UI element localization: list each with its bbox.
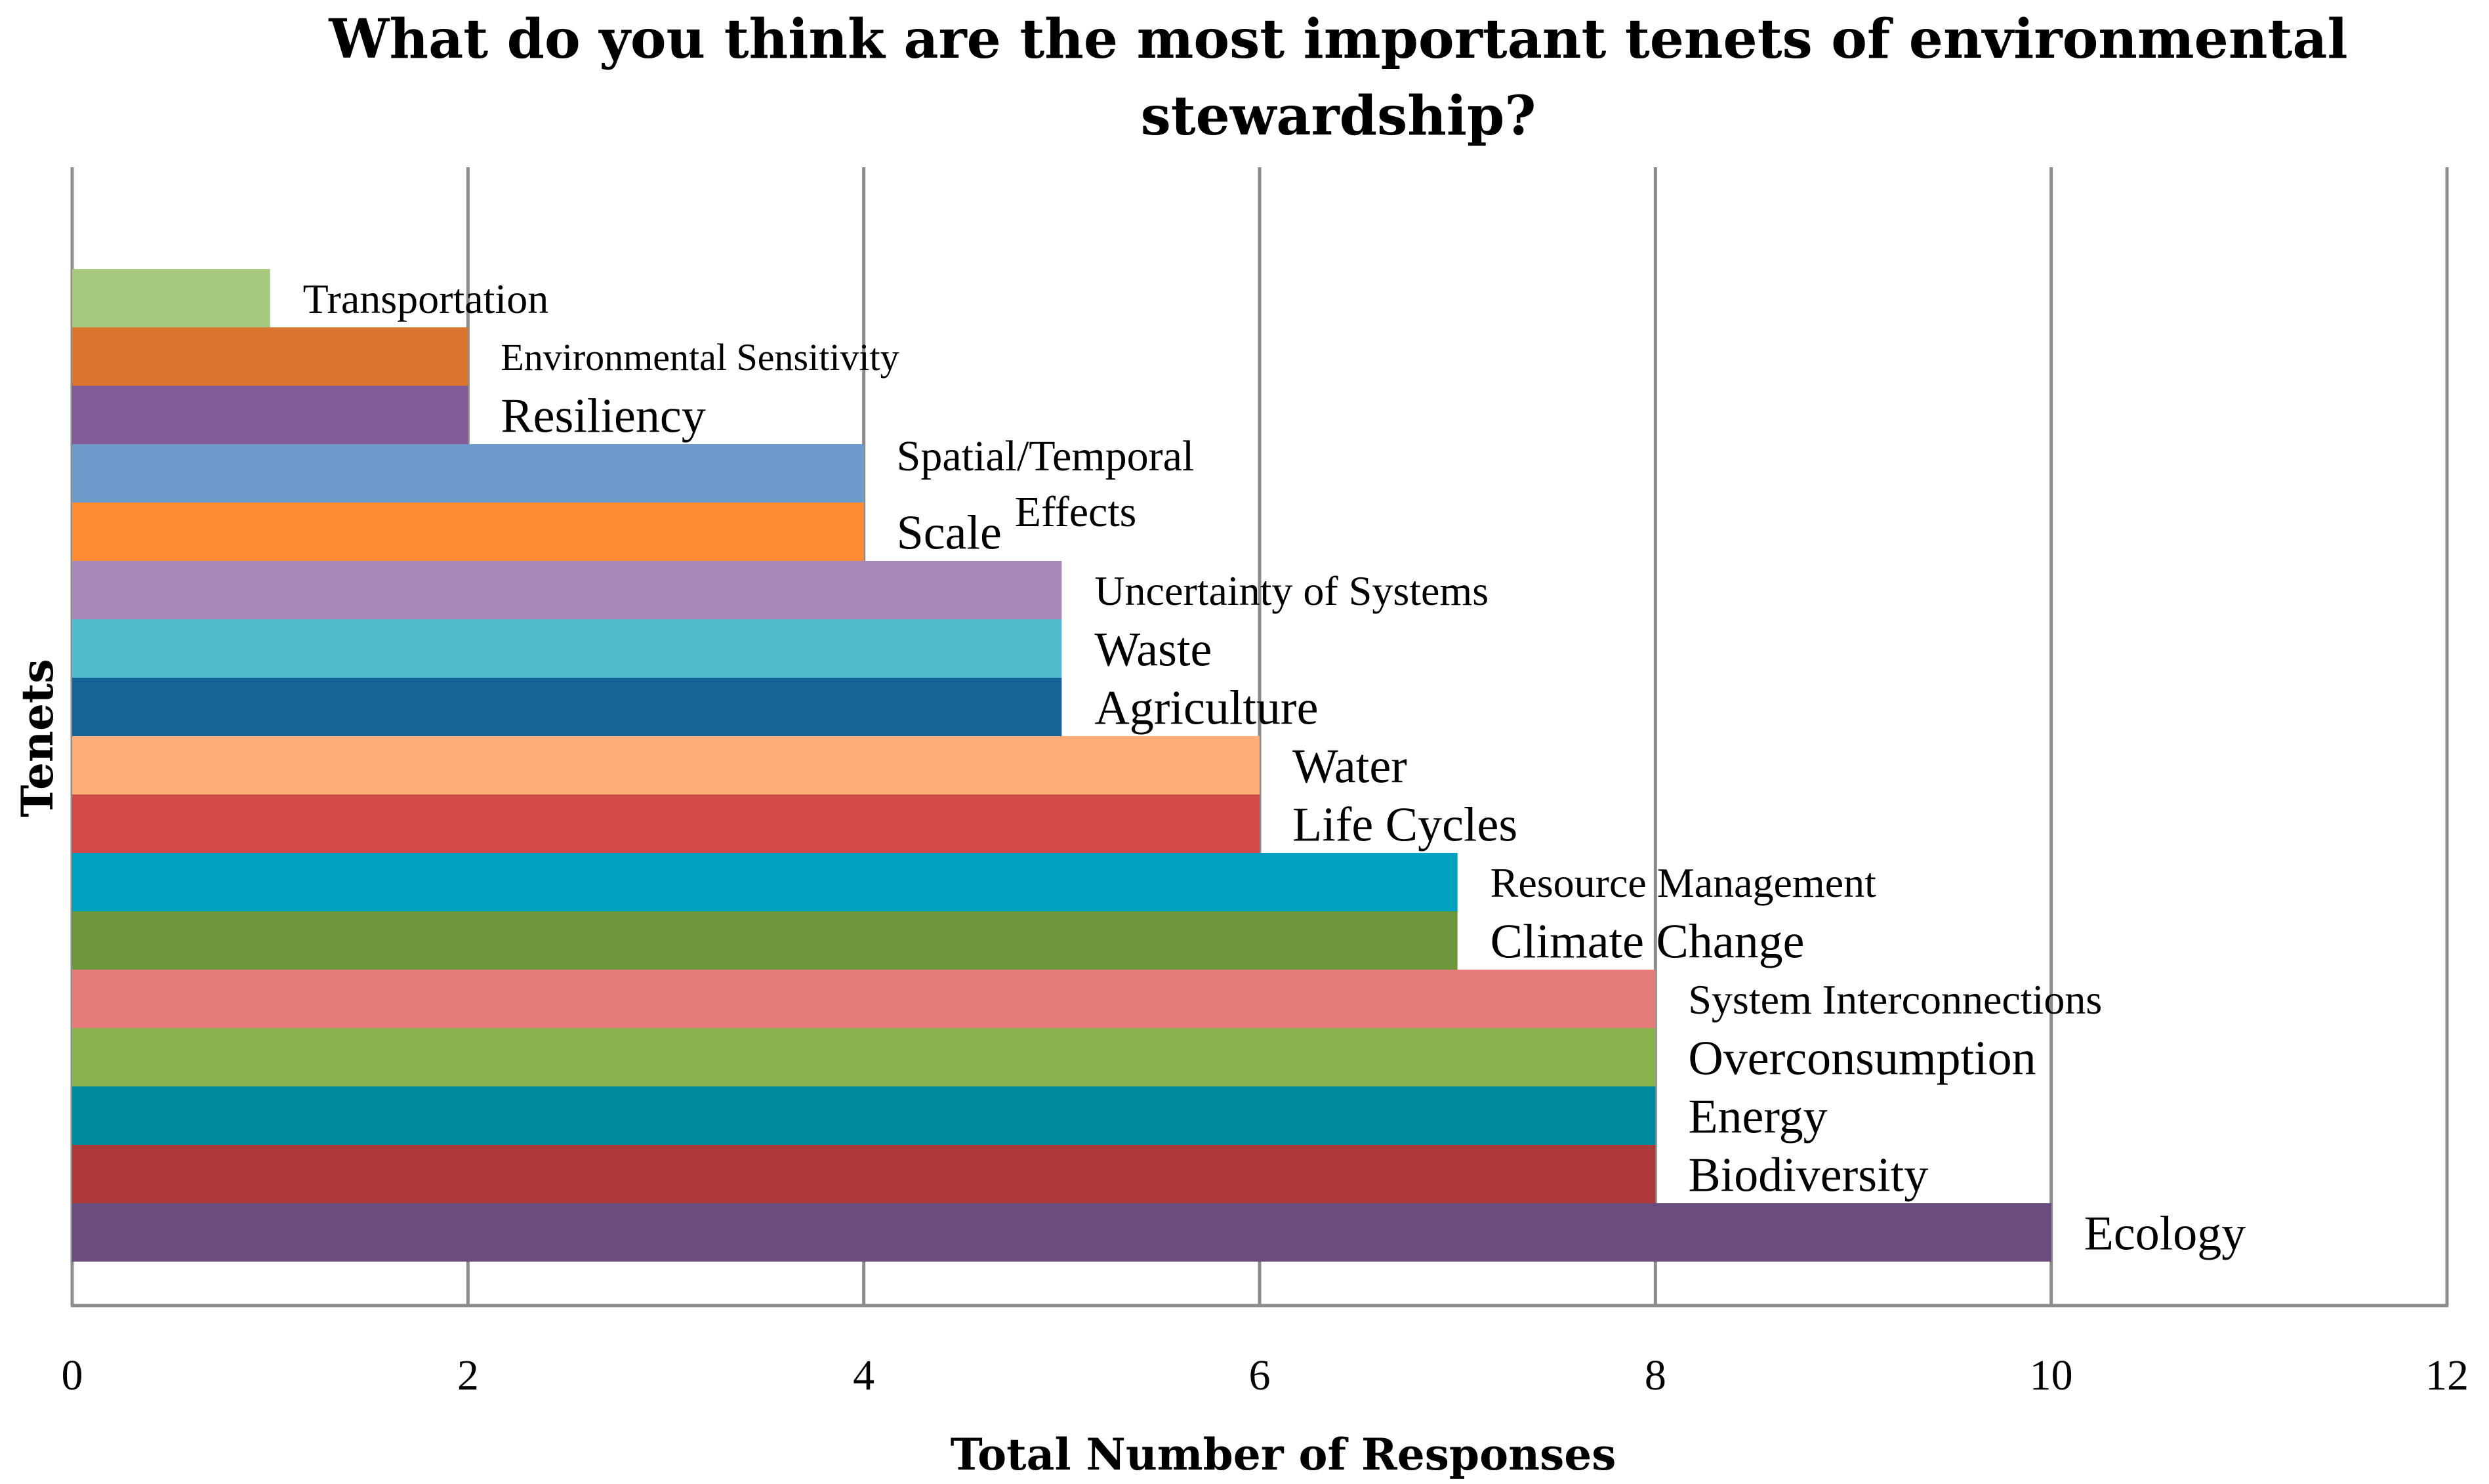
x-tick-label: 8 (1645, 1351, 1666, 1399)
bar-label: System Interconnections (1688, 976, 2102, 1023)
bar-label: Agriculture (1094, 681, 1318, 735)
bar (72, 970, 1656, 1028)
bar-label-continued: Effects (1015, 488, 1137, 536)
bar (72, 853, 1458, 911)
bars (72, 269, 2051, 1262)
bar-label: Overconsumption (1688, 1031, 2036, 1085)
chart-title-line: stewardship? (1141, 85, 1536, 148)
bar-label: Uncertainty of Systems (1094, 567, 1489, 614)
bar (72, 444, 864, 503)
bar (72, 1145, 1656, 1203)
bar-label: Energy (1688, 1090, 1827, 1144)
bar (72, 1203, 2051, 1262)
bar (72, 619, 1062, 678)
bar (72, 678, 1062, 736)
bar-label: Climate Change (1491, 915, 1805, 968)
bar (72, 503, 864, 561)
x-tick-label: 0 (62, 1351, 83, 1399)
x-tick-label: 6 (1249, 1351, 1271, 1399)
bar (72, 1028, 1656, 1086)
bar (72, 736, 1260, 794)
bar-label: Transportation (303, 276, 549, 322)
bar-labels: Transportation Environmental Sensitivity R… (303, 276, 2246, 1261)
bar-label: Environmental Sensitivity (501, 336, 899, 379)
bar-label: Scale (897, 506, 1002, 560)
bar-label: Life Cycles (1292, 798, 1517, 852)
bar-label: Resource Management (1491, 859, 1876, 906)
bar-label: Ecology (2084, 1206, 2246, 1260)
x-tick-label: 10 (2030, 1351, 2073, 1399)
bar (72, 911, 1458, 970)
bar-label: Water (1292, 739, 1407, 793)
y-axis-title: Tenets (12, 659, 63, 817)
bar (72, 327, 468, 386)
bar (72, 794, 1260, 853)
x-tick-label: 2 (457, 1351, 479, 1399)
x-tick-label: 4 (853, 1351, 874, 1399)
bar-label: Waste (1094, 623, 1212, 676)
x-tick-label: 12 (2425, 1351, 2469, 1399)
bar (72, 1086, 1656, 1145)
x-axis-title: Total Number of Responses (951, 1429, 1616, 1480)
bar-label: Spatial/Temporal (897, 432, 1195, 480)
bar (72, 386, 468, 444)
chart-title: What do you think are the most important… (328, 8, 2347, 148)
chart-title-line: What do you think are the most important… (328, 8, 2347, 71)
bar (72, 269, 270, 327)
bar-label: Resiliency (501, 389, 705, 443)
bar (72, 561, 1062, 619)
x-tick-labels: 0 2 4 6 8 10 12 (62, 1351, 2469, 1399)
bar-label: Biodiversity (1688, 1148, 1928, 1202)
